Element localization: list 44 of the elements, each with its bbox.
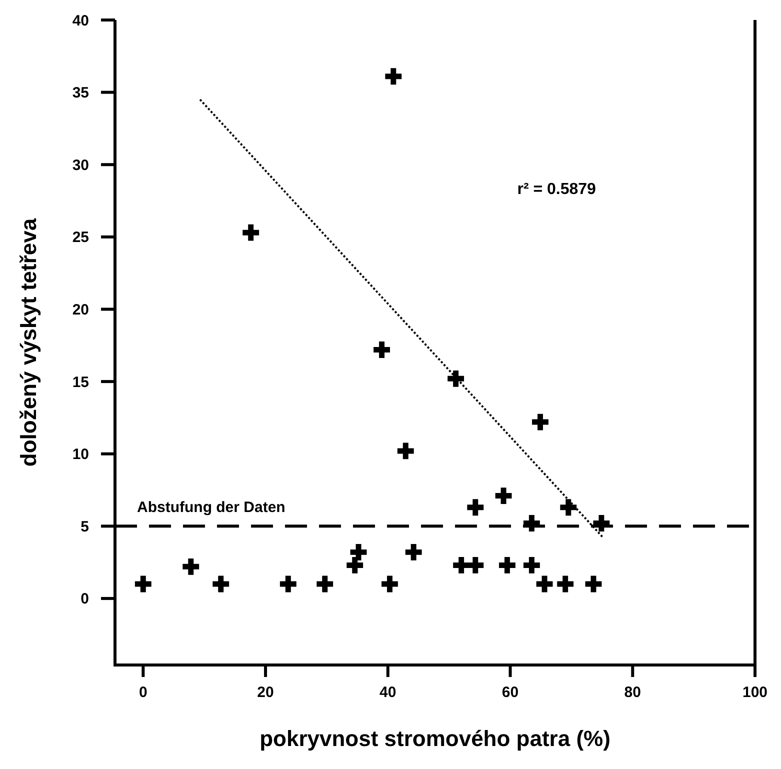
point [523, 515, 540, 532]
x-tick-label: 80 [624, 684, 641, 701]
point [585, 576, 602, 592]
y-tick-label: 25 [72, 229, 89, 246]
point [242, 224, 260, 241]
y-tick-label: 0 [80, 590, 89, 608]
x-tick-label: 20 [257, 684, 274, 701]
y-tick-label: 30 [72, 156, 89, 174]
point [448, 370, 464, 387]
point [560, 499, 577, 516]
point [212, 576, 230, 592]
ref-line-label: Abstufung der Daten [137, 499, 286, 516]
y-tick-label: 35 [72, 84, 89, 102]
y-tick-label: 40 [72, 12, 89, 30]
y-tick-label: 15 [72, 374, 89, 391]
point [495, 488, 512, 504]
point [498, 556, 516, 574]
point [557, 576, 574, 592]
point [593, 515, 610, 532]
point [316, 576, 334, 592]
point [182, 558, 200, 575]
y-axis-title: doložený výskyt tetřeva [16, 218, 41, 467]
point [385, 68, 402, 85]
point [397, 442, 414, 460]
x-tick-label: 40 [380, 684, 396, 701]
point [536, 576, 553, 592]
point [280, 576, 296, 592]
point [374, 342, 390, 358]
point [405, 544, 422, 560]
x-tick-label: 100 [742, 684, 768, 701]
point [523, 556, 540, 574]
point [346, 556, 364, 574]
annotation: r² = 0.5879 [517, 181, 596, 198]
point [134, 576, 152, 592]
point [382, 576, 398, 592]
x-tick-label: 60 [502, 684, 519, 701]
point [467, 499, 484, 516]
x-axis-title: pokryvnost stromového patra (%) [260, 726, 610, 751]
point [532, 414, 548, 430]
x-tick-label: 0 [138, 684, 148, 701]
y-tick-label: 10 [72, 446, 89, 464]
point [350, 544, 367, 560]
y-tick-label: 20 [72, 301, 89, 318]
y-tick-label: 5 [80, 518, 89, 536]
